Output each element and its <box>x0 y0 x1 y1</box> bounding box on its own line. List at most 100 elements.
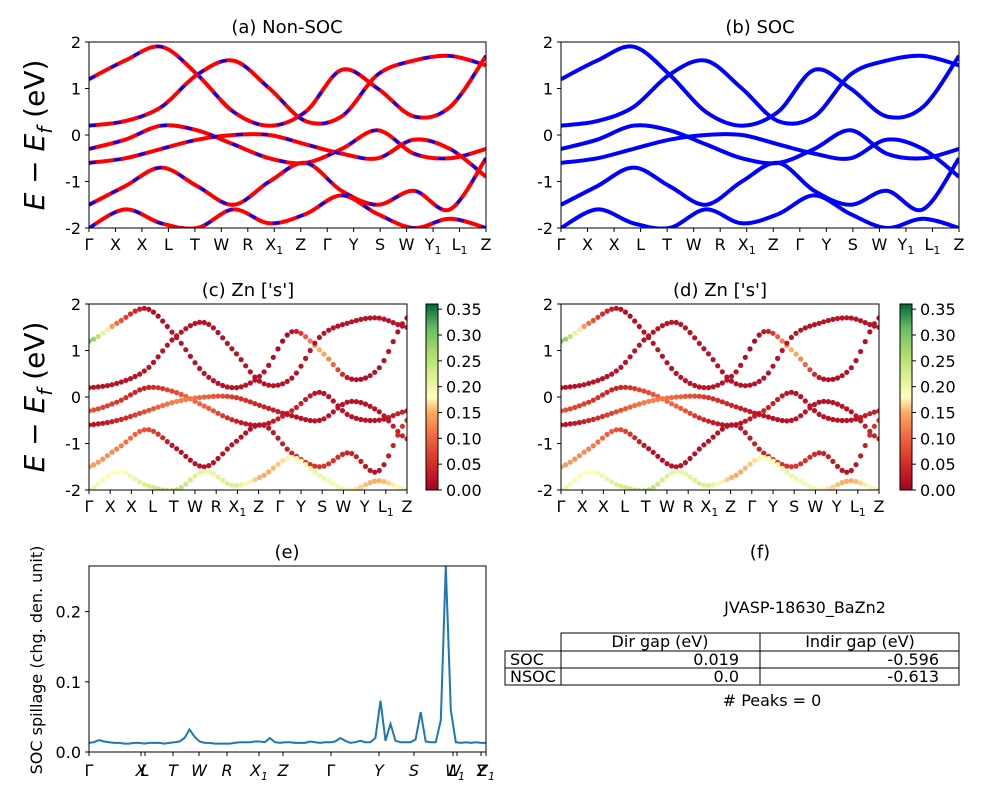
band-1-point <box>825 317 831 324</box>
band-1-point <box>174 333 180 339</box>
band-5-point <box>659 477 666 483</box>
band-0-point <box>641 329 647 335</box>
band-4-point <box>100 456 106 462</box>
band-1-point <box>404 324 407 330</box>
band-5-point <box>321 475 327 481</box>
band-4-point <box>197 463 203 469</box>
band-1-point <box>399 323 405 329</box>
kpoint-tick-label-base: R <box>715 235 726 254</box>
band-0-point <box>586 320 592 326</box>
band-3-point <box>256 402 263 408</box>
colorbar-tick-label: 0.10 <box>446 429 482 448</box>
band-0-point <box>95 333 101 340</box>
band-2-point <box>761 408 767 414</box>
band-3-point <box>609 410 615 416</box>
band-0-point <box>206 374 212 380</box>
band-4-point <box>646 446 652 452</box>
band-4-point <box>261 422 267 428</box>
band-0-point <box>710 384 716 390</box>
band-1-point <box>127 376 134 382</box>
band-1-point <box>876 324 879 330</box>
band-1-point <box>595 377 601 383</box>
band-5-point <box>834 482 841 488</box>
band-3-point <box>91 421 97 428</box>
kpoint-tick-label: Γ <box>85 761 94 780</box>
band-3-point <box>178 397 184 403</box>
kpoint-tick-label-base: L <box>148 497 157 516</box>
band-2-point <box>632 386 638 392</box>
band-5-point <box>862 482 868 488</box>
band-4-point <box>572 456 578 462</box>
kpoint-tick-label: W <box>187 497 203 516</box>
kpoint-tick-label-base: Z <box>295 235 306 254</box>
band-0-point <box>867 329 873 335</box>
band-5-point <box>848 478 854 484</box>
colorbar-tick-label: 0.15 <box>920 404 956 423</box>
band-3-point <box>344 399 350 405</box>
band-2-point <box>376 417 382 423</box>
band-5-point <box>802 481 808 487</box>
ylabel-main: E − E <box>18 133 51 210</box>
band-4-point <box>137 428 143 435</box>
band-1-point <box>742 383 748 389</box>
band-4-point <box>192 461 198 467</box>
band-1-point <box>326 327 332 333</box>
band-3-point <box>321 416 327 422</box>
band-0-point <box>761 329 767 335</box>
band-4-point <box>146 427 152 433</box>
band-5-point <box>811 485 818 490</box>
band-1-point <box>613 368 619 374</box>
band-3-point <box>839 403 845 409</box>
band-1-point <box>146 364 152 370</box>
band-2-point <box>784 390 790 396</box>
band-3-point <box>114 417 120 424</box>
band-4-point <box>252 423 258 429</box>
kpoint-tick-label: Γ <box>747 497 756 516</box>
kpoint-tick-label: L <box>148 497 157 516</box>
kpoint-tick-label-base: Z <box>253 497 264 516</box>
band-4-point <box>118 443 124 449</box>
band-4-point <box>395 432 401 438</box>
band-3-point <box>834 401 841 407</box>
band-4-point <box>335 454 341 460</box>
kpoint-tick-label: R <box>221 761 232 780</box>
band-5-point <box>293 455 299 462</box>
svg-text:E − Ef (eV): E − Ef (eV) <box>18 322 57 473</box>
band-5-point <box>220 477 226 483</box>
band-5-point <box>114 469 120 475</box>
band-5-point <box>89 487 92 490</box>
kpoint-tick-label-sub: 1 <box>933 244 940 257</box>
band-3-point <box>326 413 332 419</box>
kpoint-tick-label: X1 <box>228 497 246 519</box>
kpoint-tick-label: X <box>110 235 121 254</box>
band-4-point <box>563 462 569 468</box>
axes-frame <box>88 565 487 753</box>
band-5-point <box>372 478 378 484</box>
y-tick-label: -1 <box>65 173 81 192</box>
band-2-point <box>775 396 781 403</box>
band-1-point <box>372 315 378 321</box>
band-5-point <box>252 477 258 483</box>
band-2-point <box>604 389 610 395</box>
band-0-point <box>567 333 573 340</box>
band-5-point <box>604 476 610 482</box>
band-4-line <box>561 157 959 213</box>
band-1-point <box>705 351 712 357</box>
band-5-point <box>353 486 359 490</box>
band-5-point <box>192 473 198 479</box>
kpoint-tick-label: S <box>848 235 858 254</box>
band-4-point <box>798 461 804 467</box>
kpoint-tick-label: X <box>135 761 148 780</box>
band-2-point <box>210 408 216 414</box>
band-4-point <box>821 450 827 457</box>
kpoint-tick-label: X <box>136 235 147 254</box>
band-3-point <box>567 421 573 427</box>
y-tick-label: 0.1 <box>56 673 81 692</box>
panel-d-title: (d) Zn ['s'] <box>673 280 767 301</box>
band-3-point <box>655 396 661 403</box>
kpoint-tick-label: W <box>335 497 351 516</box>
kpoint-tick-label-base: Γ <box>275 497 284 516</box>
band-0-point <box>747 346 753 352</box>
kpoint-tick-label-base: X <box>105 497 116 516</box>
band-1-point <box>867 321 873 328</box>
